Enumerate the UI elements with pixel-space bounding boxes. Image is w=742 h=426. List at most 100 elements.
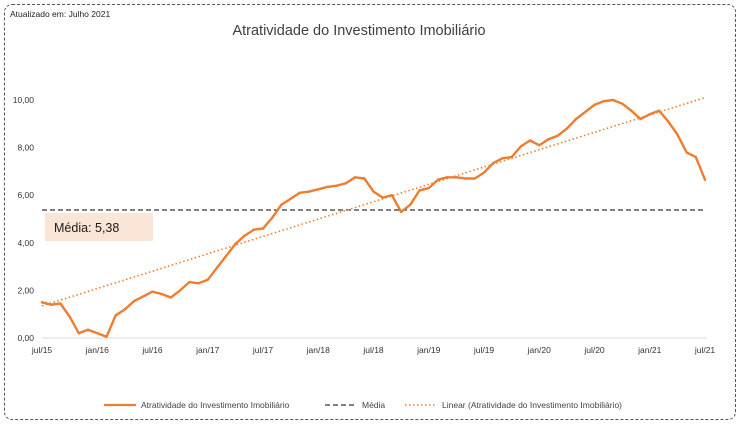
series-point bbox=[556, 134, 559, 137]
series-point bbox=[307, 190, 311, 193]
series-point bbox=[409, 203, 412, 206]
series-point bbox=[501, 157, 504, 160]
series-point bbox=[298, 191, 301, 194]
series-point bbox=[372, 190, 375, 193]
series-point bbox=[243, 234, 246, 237]
series-point bbox=[132, 299, 136, 303]
series-point bbox=[639, 117, 642, 121]
series-point bbox=[648, 113, 651, 116]
series-point bbox=[50, 303, 53, 306]
x-tick-label: jul/19 bbox=[473, 345, 495, 355]
series-point bbox=[446, 176, 449, 179]
series-point bbox=[142, 295, 145, 298]
series-point bbox=[114, 314, 117, 317]
series-point bbox=[492, 161, 495, 165]
series-point bbox=[206, 278, 209, 281]
series-point bbox=[353, 176, 357, 179]
series-point bbox=[169, 296, 173, 299]
series-point bbox=[574, 117, 578, 121]
trend-line bbox=[41, 96, 706, 307]
series-point bbox=[676, 133, 679, 136]
x-tick-label: jul/20 bbox=[583, 345, 605, 355]
series-point bbox=[482, 171, 486, 174]
series-point bbox=[59, 302, 62, 305]
series-point bbox=[528, 139, 532, 142]
series-point bbox=[261, 227, 265, 230]
series-point bbox=[317, 188, 320, 191]
series-point bbox=[390, 194, 394, 197]
series-points bbox=[40, 98, 707, 338]
series-point bbox=[584, 110, 587, 114]
series-point bbox=[160, 292, 163, 296]
legend-series-label: Atratividade do Investimento Imobiliário bbox=[141, 400, 290, 410]
chart-title: Atratividade do Investimento Imobiliário bbox=[232, 23, 485, 39]
x-tick-label: jul/15 bbox=[31, 345, 53, 355]
chart-frame bbox=[4, 4, 736, 420]
series-point bbox=[77, 332, 81, 335]
series-point bbox=[289, 197, 292, 200]
series-point bbox=[271, 216, 274, 219]
y-tick-label: 10,00 bbox=[13, 95, 35, 105]
series-point bbox=[335, 184, 338, 187]
series-point bbox=[96, 332, 99, 335]
y-tick-label: 2,00 bbox=[17, 285, 34, 295]
x-tick-label: jul/21 bbox=[694, 345, 716, 355]
y-tick-label: 8,00 bbox=[17, 143, 34, 153]
series-point bbox=[685, 151, 688, 154]
series-point bbox=[630, 109, 633, 112]
y-tick-label: 4,00 bbox=[17, 238, 34, 248]
average-label-box bbox=[45, 213, 153, 241]
x-tick-label: jan/21 bbox=[637, 345, 661, 355]
series-point bbox=[399, 210, 403, 214]
series-point bbox=[105, 335, 108, 338]
x-axis-ticks: jul/15 jan/16 jul/16 jan/17 jul/17 jan/18 jul/… bbox=[31, 345, 716, 355]
series-point bbox=[188, 280, 191, 284]
series-point bbox=[565, 127, 569, 130]
legend: Atratividade do Investimento Imobiliário… bbox=[104, 400, 622, 410]
series-point bbox=[86, 328, 90, 331]
x-tick-label: jul/16 bbox=[141, 345, 163, 355]
series-point bbox=[667, 120, 670, 123]
series-point bbox=[40, 301, 44, 304]
series-point bbox=[703, 178, 707, 181]
x-tick-label: jul/18 bbox=[362, 345, 384, 355]
series-point bbox=[436, 178, 440, 181]
series-point bbox=[473, 177, 476, 180]
series-point bbox=[455, 176, 458, 179]
series-point bbox=[381, 196, 384, 199]
series-point bbox=[363, 177, 366, 180]
series-point bbox=[197, 282, 200, 285]
series-point bbox=[234, 242, 237, 246]
series-point bbox=[151, 290, 154, 293]
series-point bbox=[611, 98, 615, 102]
x-tick-label: jan/17 bbox=[195, 345, 219, 355]
series-point bbox=[178, 289, 182, 292]
series-point bbox=[602, 100, 605, 103]
legend-trend-label: Linear (Atratividade do Investimento Imo… bbox=[442, 400, 622, 410]
x-tick-label: jan/16 bbox=[85, 345, 109, 355]
series-point bbox=[68, 315, 71, 318]
x-tick-label: jul/17 bbox=[252, 345, 274, 355]
series-point bbox=[280, 203, 283, 206]
series-point bbox=[215, 266, 219, 269]
series-point bbox=[344, 182, 348, 185]
series-point bbox=[252, 228, 255, 231]
y-tick-label: 6,00 bbox=[17, 190, 34, 200]
series-point bbox=[225, 254, 228, 258]
x-tick-label: jan/18 bbox=[306, 345, 330, 355]
legend-average-label: Média bbox=[362, 400, 385, 410]
y-tick-label: 0,00 bbox=[17, 333, 34, 343]
series-point bbox=[123, 308, 127, 311]
series-point bbox=[519, 145, 522, 148]
series-point bbox=[427, 186, 430, 190]
average-label: Média: 5,38 bbox=[54, 221, 119, 235]
x-tick-label: jan/19 bbox=[416, 345, 440, 355]
series-point bbox=[657, 109, 661, 112]
y-axis-ticks: 0,00 2,00 4,00 6,00 8,00 10,00 bbox=[13, 95, 35, 343]
series-point bbox=[538, 144, 541, 147]
series-point bbox=[510, 155, 513, 159]
series-point bbox=[464, 177, 467, 180]
x-tick-label: jan/20 bbox=[527, 345, 551, 355]
series-point bbox=[547, 138, 550, 141]
